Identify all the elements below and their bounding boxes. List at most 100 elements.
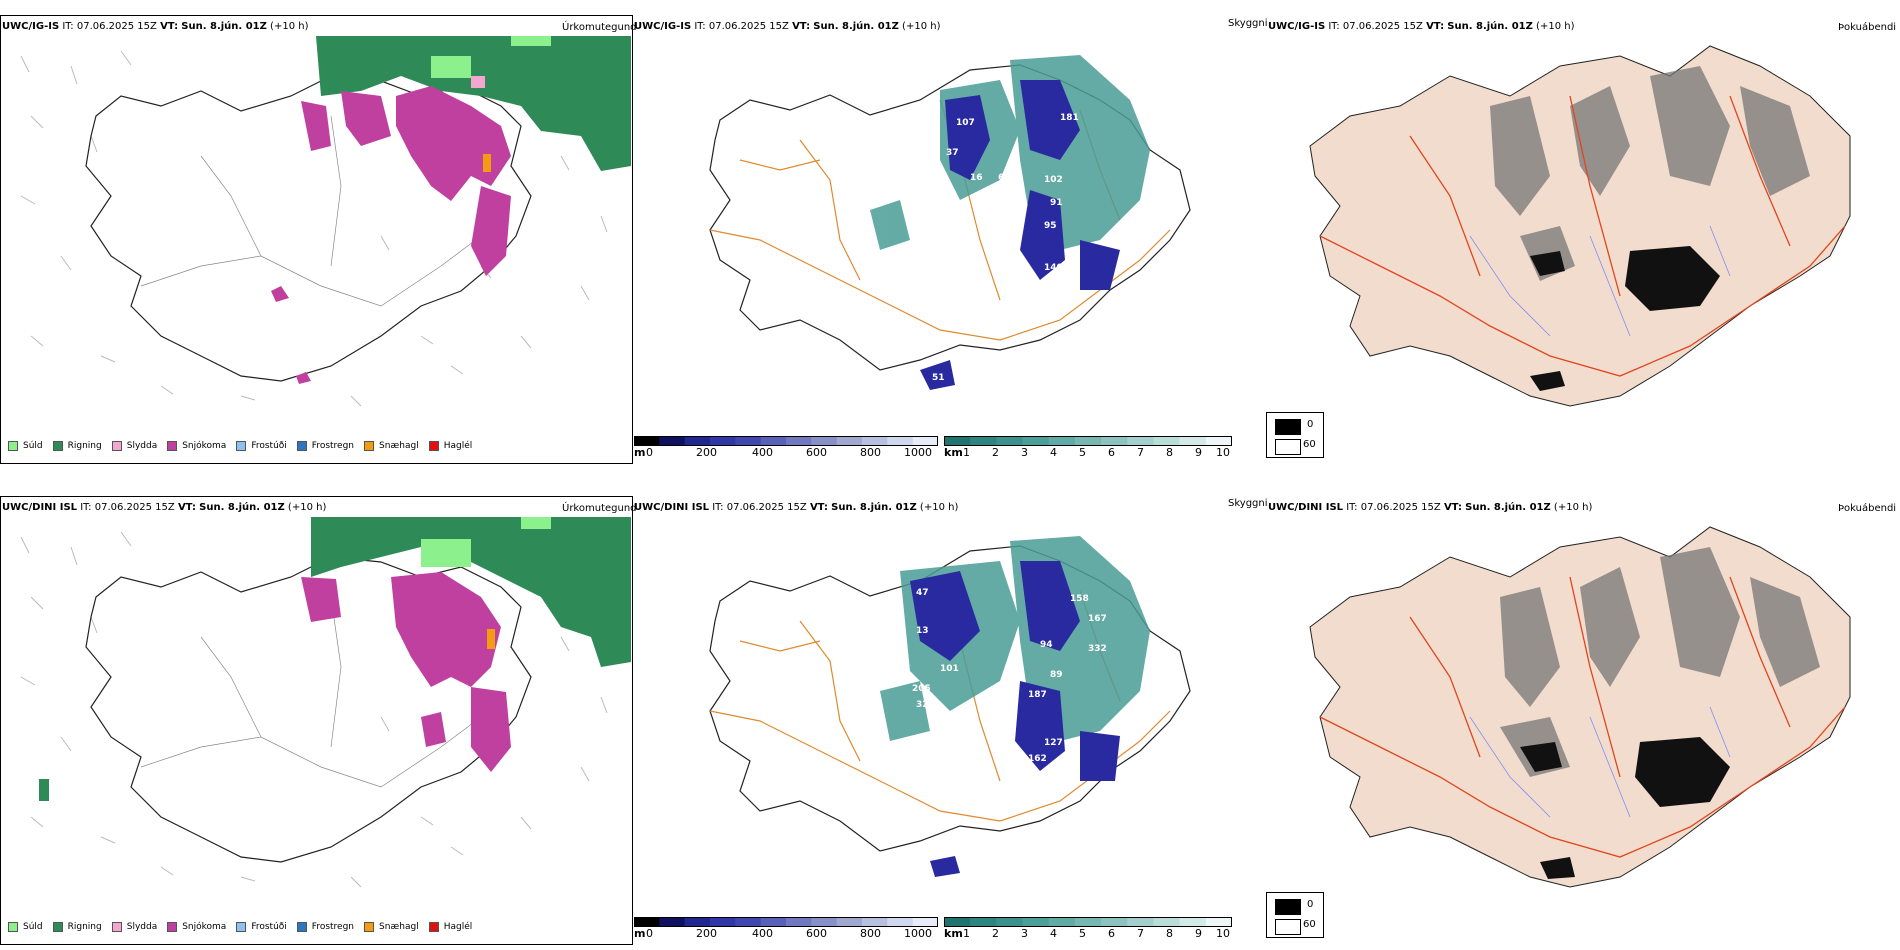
colorbar-segment [710, 917, 736, 927]
legend-snow-pellets: Snæhagl [364, 922, 419, 932]
iceland-outline [85, 556, 532, 863]
snow-hail-patch [483, 154, 491, 172]
vis-value: 91 [1050, 198, 1063, 208]
colorbar-segment [836, 917, 863, 927]
precip-type-map [20, 36, 631, 407]
visibility-label: Skyggni [1228, 498, 1268, 509]
colorbar-segment [1179, 917, 1207, 927]
legend-snow: Snjókoma [167, 922, 226, 932]
vis-value: 187 [1028, 690, 1047, 700]
valid-time: Sun. 8.jún. 01Z [181, 21, 267, 32]
vis-value: 168 [980, 208, 999, 218]
visibility-map: 107 37 16 168 62 28 95 102 181 140 51 91… [709, 55, 1191, 390]
legend-freezing-rain: Frostregn [296, 441, 354, 451]
colorbar-segment [735, 436, 762, 446]
fog-rivers [1469, 706, 1731, 818]
colorbar-segment [1153, 436, 1181, 446]
vis-value: 167 [1088, 614, 1107, 624]
model-name: UWC/DINI ISL [2, 502, 78, 513]
visibility-colorbar-m [634, 436, 938, 446]
colorbar-segment [634, 917, 660, 927]
colorbar-km-unit: km [944, 927, 963, 940]
colorbar-segment [1048, 436, 1076, 446]
valid-label: VT: [177, 502, 196, 513]
valid-label: VT: [792, 21, 811, 32]
vis-value: 16 [970, 173, 983, 183]
colorbar-segment [1074, 436, 1102, 446]
precip-type-label: Úrkomutegund [562, 22, 637, 33]
colorbar-segment [1022, 436, 1050, 446]
colorbar-segment [710, 436, 736, 446]
vis-value: 89 [1050, 670, 1063, 680]
fog-map [1309, 45, 1851, 407]
colorbar-segment [1101, 917, 1128, 927]
lead-time: (+10 h) [287, 502, 327, 513]
colorbar-m-ticks: 0 200 400 600 800 1000 [646, 927, 932, 940]
rain-area [316, 36, 631, 171]
colorbar-segment [811, 436, 838, 446]
valid-time: Sun. 8.jún. 01Z [813, 21, 899, 32]
vis-value: 102 [1044, 175, 1063, 185]
colorbar-segment [1022, 917, 1050, 927]
legend-freezing-drizzle: Frostúði [236, 441, 287, 451]
vis-value: 127 [1044, 738, 1063, 748]
legend-swatch [364, 441, 375, 451]
colorbar-km-unit: km [944, 446, 963, 459]
fog-legend: 0 60 [1266, 412, 1324, 458]
model-name: UWC/DINI ISL [1268, 502, 1344, 513]
colorbar-segment [684, 436, 711, 446]
model-name: UWC/IG-IS [1268, 21, 1326, 32]
model-name: UWC/IG-IS [2, 21, 60, 32]
issue-time: IT: 07.06.2025 15Z [712, 502, 807, 513]
colorbar-segment [996, 917, 1024, 927]
valid-time: Sun. 8.jún. 01Z [1447, 21, 1533, 32]
colorbar-segment [1101, 436, 1128, 446]
legend-snow-pellets: Snæhagl [364, 441, 419, 451]
colorbar-segment [1205, 436, 1232, 446]
fog-legend: 0 60 [1266, 892, 1324, 938]
roads [140, 596, 482, 788]
iceland-land [1309, 526, 1851, 888]
valid-label: VT: [1443, 502, 1462, 513]
valid-time: Sun. 8.jún. 01Z [199, 502, 285, 513]
drizzle-area [421, 517, 551, 567]
fog-gray [1490, 66, 1810, 281]
visibility-colorbar-km [944, 436, 1232, 446]
legend-snow: Snjókoma [167, 441, 226, 451]
vis-value: 28 [1000, 188, 1013, 198]
fog-label: Þokuábendi [1838, 22, 1897, 33]
colorbar-segment [836, 436, 863, 446]
iceland-outline [709, 545, 1191, 852]
fog-title: UWC/IG-IS IT: 07.06.2025 15Z VT: Sun. 8.… [1268, 21, 1574, 33]
colorbar-segment [887, 436, 914, 446]
colorbar-segment [786, 917, 812, 927]
fog-swatch-60 [1275, 919, 1301, 935]
vis-value: 95 [1044, 221, 1057, 231]
colorbar-segment [944, 436, 971, 446]
legend-swatch [8, 441, 18, 451]
valid-time: Sun. 8.jún. 01Z [831, 502, 917, 513]
precip-type-legend: Súld Rigning Slydda Snjókoma Frostúði Fr… [8, 922, 482, 932]
colorbar-segment [862, 436, 888, 446]
colorbar-m-ticks: 0 200 400 600 800 1000 [646, 446, 932, 459]
fog-map [1309, 526, 1851, 888]
lead-time: (+10 h) [902, 21, 941, 32]
colorbar-segment [912, 917, 938, 927]
legend-swatch [52, 441, 63, 451]
legend-sleet: Slydda [111, 441, 157, 451]
legend-swatch [111, 922, 122, 932]
vis-value: 47 [916, 588, 929, 598]
legend-swatch [296, 441, 307, 451]
iceland-outline [85, 75, 532, 382]
colorbar-segment [944, 917, 971, 927]
legend-drizzle: Súld [8, 441, 43, 451]
roads [140, 115, 482, 307]
model-name: UWC/IG-IS [634, 21, 692, 32]
fog-roads [1319, 576, 1846, 858]
legend-rain: Rigning [52, 922, 102, 932]
vis-value: 321 [916, 700, 935, 710]
visibility-teal [870, 55, 1150, 250]
vis-value: 332 [1088, 644, 1107, 654]
legend-swatch [364, 922, 375, 932]
rain-area [39, 517, 631, 801]
